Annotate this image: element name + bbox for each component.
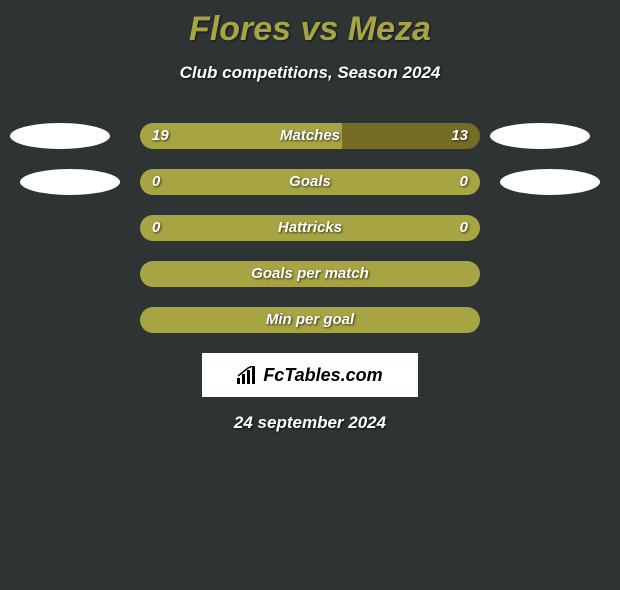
- stat-label: Matches: [140, 123, 480, 149]
- bar-container: Hattricks0 0: [140, 215, 480, 241]
- bar-container: Min per goal: [140, 307, 480, 333]
- stat-row: Hattricks0 0: [0, 215, 620, 241]
- stat-value-right: 13: [451, 123, 468, 149]
- logo: FcTables.com: [237, 365, 382, 386]
- page-title: Flores vs Meza: [0, 10, 620, 49]
- chart-icon: [237, 366, 259, 384]
- stat-value-right: 0: [460, 215, 468, 241]
- subtitle: Club competitions, Season 2024: [0, 63, 620, 83]
- stat-row: Goals per match: [0, 261, 620, 287]
- player-ellipse: [490, 123, 590, 149]
- logo-text: FcTables.com: [263, 365, 382, 386]
- stat-label: Hattricks: [140, 215, 480, 241]
- stat-row: Min per goal: [0, 307, 620, 333]
- stat-value-left: 0: [152, 215, 160, 241]
- stat-value-left: 0: [152, 169, 160, 195]
- stat-label: Min per goal: [140, 307, 480, 333]
- stat-label: Goals per match: [140, 261, 480, 287]
- stat-value-right: 0: [460, 169, 468, 195]
- stat-label: Goals: [140, 169, 480, 195]
- logo-box: FcTables.com: [202, 353, 418, 397]
- player-ellipse: [20, 169, 120, 195]
- bar-container: Goals per match: [140, 261, 480, 287]
- date-label: 24 september 2024: [0, 413, 620, 433]
- bar-container: Matches19 13: [140, 123, 480, 149]
- stats-area: Matches1913Goals00Hattricks00Goals per m…: [0, 123, 620, 333]
- stat-value-left: 19: [152, 123, 169, 149]
- player-ellipse: [500, 169, 600, 195]
- bar-container: Goals0 0: [140, 169, 480, 195]
- player-ellipse: [10, 123, 110, 149]
